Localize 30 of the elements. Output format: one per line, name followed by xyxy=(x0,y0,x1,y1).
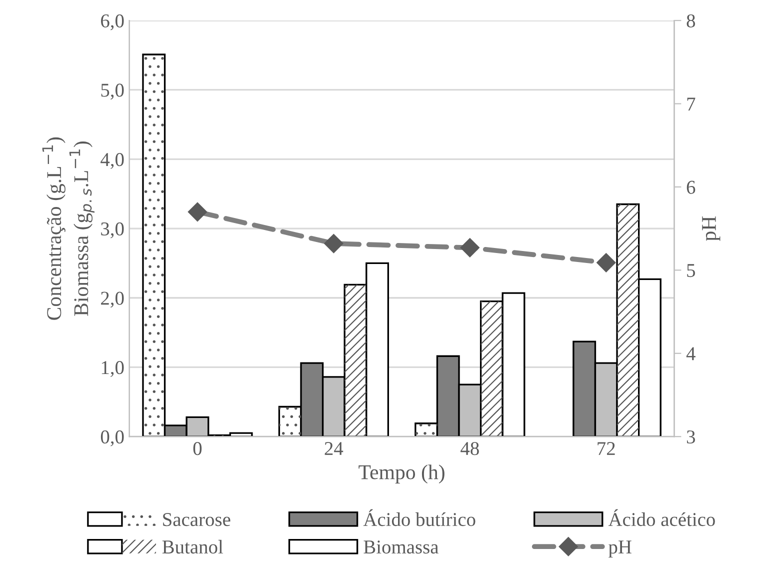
y2-tick-label: 8 xyxy=(686,14,696,28)
legend-label: Biomassa xyxy=(364,540,438,554)
y2-axis-title: pH xyxy=(702,216,720,241)
y-tick-label: 0,0 xyxy=(100,430,124,446)
point xyxy=(460,238,480,258)
x-tick-label: 24 xyxy=(324,442,344,455)
y2-tick-label: 6 xyxy=(686,180,696,194)
point xyxy=(324,234,344,254)
y2-tick-label: 5 xyxy=(687,264,696,278)
legend-label: Ácido acético xyxy=(608,509,715,526)
legend-label: Butanol xyxy=(162,540,224,554)
text: Concentração (g.L$^{−1}$) Biomassa (g$_{p.s}$.L$^{−1}$) xyxy=(42,137,94,320)
x-tick-label: 72 xyxy=(598,442,615,455)
y-tick-label: 6,0 xyxy=(101,14,124,30)
legend-label: Ácido butírico xyxy=(363,509,476,526)
point xyxy=(188,202,208,222)
x-tick-label: 0 xyxy=(193,442,202,456)
y2-tick-label: 4 xyxy=(686,347,696,360)
y2-tick-label: 7 xyxy=(687,98,696,110)
legend-label: pH xyxy=(608,540,632,558)
x-axis-title: Tempo (h) xyxy=(358,464,444,484)
legend-label: Sacarose xyxy=(163,513,230,526)
point xyxy=(596,253,616,272)
y-tick-label: 1,0 xyxy=(102,361,124,377)
y-tick-label: 4,0 xyxy=(100,153,124,169)
y-tick-label: 2,0 xyxy=(101,292,124,308)
y-tick-label: 5,0 xyxy=(101,84,124,100)
y-tick-label: 3,0 xyxy=(101,222,124,238)
y2-tick-label: 3 xyxy=(686,430,696,444)
x-tick-label: 48 xyxy=(460,442,479,456)
